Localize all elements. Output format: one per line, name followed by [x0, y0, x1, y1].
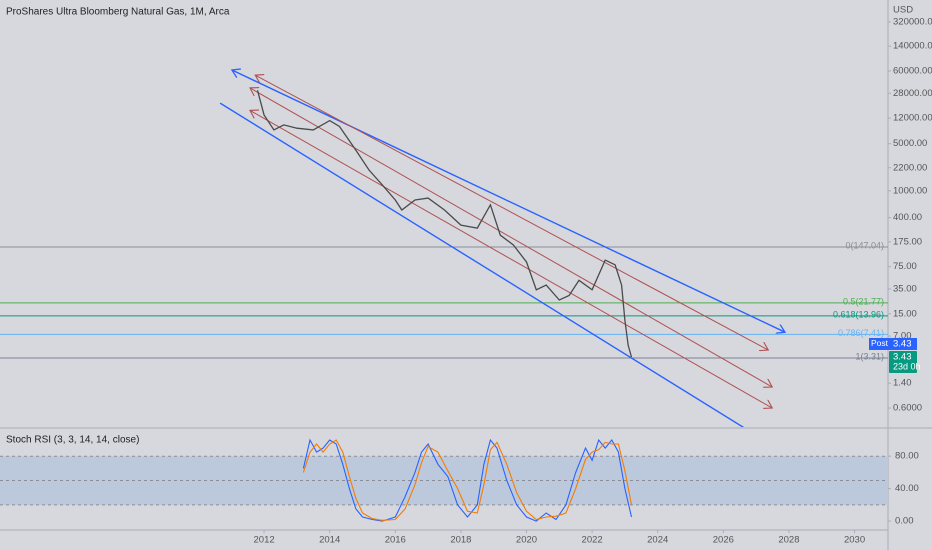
y-tick-label: 400.00 — [893, 212, 922, 223]
stoch-pane — [0, 438, 888, 522]
post-badge — [869, 337, 889, 350]
trend-line — [250, 110, 772, 408]
x-tick-label: 2028 — [778, 535, 799, 546]
y-tick-label: 0.00 — [895, 516, 914, 527]
main-pane: 0(147.04) 0.5(21.77) 0.618(13.96) 0.786(7.4… — [0, 70, 888, 427]
fib-label: 1(3.31) — [855, 351, 884, 361]
indicator-line — [302, 438, 633, 522]
y-tick-label: 1.40 — [893, 378, 912, 389]
x-tick-label: 2014 — [319, 535, 340, 546]
y-tick-label: 35.00 — [893, 283, 917, 294]
axes: 320000.00 140000.00 60000.00 28000.00 12000.… — [254, 16, 932, 545]
indicator-title: Stoch RSI (3, 3, 14, 14, close) — [6, 435, 139, 446]
post-price-label: 3.43 — [893, 338, 912, 349]
y-tick-label: 140000.00 — [893, 41, 932, 52]
price-line — [256, 90, 633, 358]
last-price-label: 3.43 — [893, 351, 912, 362]
countdown-label: 23d 0h — [893, 361, 921, 371]
post-label: Post — [871, 338, 889, 348]
y-tick-label: 175.00 — [893, 236, 922, 247]
fib-label: 0.786(7.41) — [838, 328, 884, 338]
y-tick-label: 40.00 — [895, 483, 919, 494]
x-tick-label: 2018 — [450, 535, 471, 546]
currency-label: USD — [893, 5, 913, 16]
y-tick-label: 75.00 — [893, 261, 917, 272]
x-tick-label: 2024 — [647, 535, 668, 546]
y-tick-label: 80.00 — [895, 451, 919, 462]
fib-label: 0.5(21.77) — [843, 296, 884, 306]
x-tick-label: 2012 — [254, 535, 275, 546]
y-tick-label: 28000.00 — [893, 88, 932, 99]
y-tick-label: 15.00 — [893, 308, 917, 319]
chart-title: ProShares Ultra Bloomberg Natural Gas, 1… — [6, 7, 230, 18]
post-price-badge — [889, 337, 917, 350]
y-tick-label: 7.00 — [893, 331, 912, 342]
x-tick-label: 2022 — [582, 535, 603, 546]
y-tick-label: 1000.00 — [893, 185, 927, 196]
y-tick-label: 320000.00 — [893, 16, 932, 27]
y-tick-label: 12000.00 — [893, 113, 932, 124]
y-tick-label: 60000.00 — [893, 65, 932, 76]
y-tick-label: 5000.00 — [893, 138, 927, 149]
y-tick-label: 0.6000 — [893, 403, 922, 414]
indicator-line — [302, 439, 633, 521]
fib-label: 0.618(13.96) — [833, 309, 884, 319]
last-price-badge — [889, 350, 917, 373]
fib-label: 0(147.04) — [845, 240, 884, 250]
x-tick-label: 2016 — [385, 535, 406, 546]
x-tick-label: 2020 — [516, 535, 537, 546]
x-tick-label: 2030 — [844, 535, 865, 546]
x-tick-label: 2026 — [713, 535, 734, 546]
y-tick-label: 2200.00 — [893, 162, 927, 173]
